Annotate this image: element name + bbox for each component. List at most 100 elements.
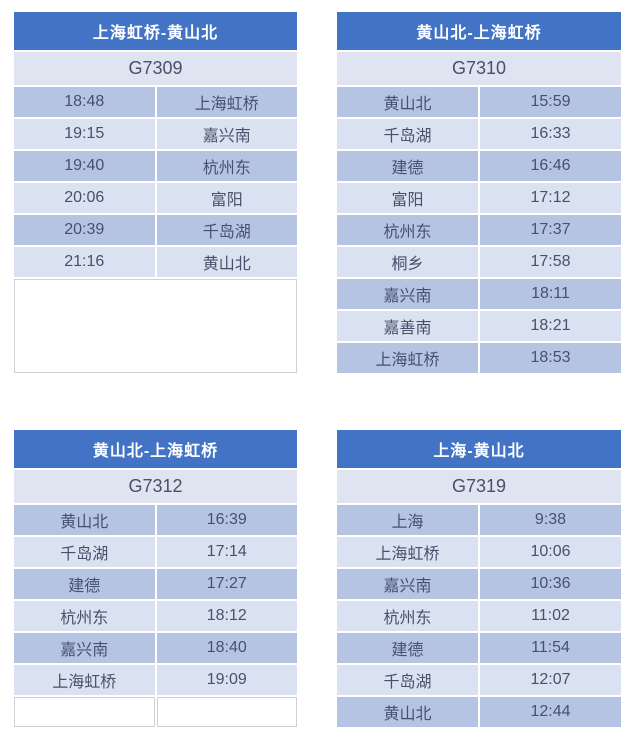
time-cell: 18:48 bbox=[14, 87, 155, 117]
time-cell: 18:53 bbox=[480, 343, 621, 373]
table-row: 建德 11:54 bbox=[337, 633, 621, 663]
route-header: 黄山北-上海虹桥 bbox=[14, 430, 297, 468]
station-cell: 黄山北 bbox=[337, 697, 478, 727]
schedule-rows: 黄山北 15:59 千岛湖 16:33 建德 16:46 富阳 17:12 杭州东 17:37 桐乡… bbox=[337, 87, 621, 373]
table-row: 嘉善南 18:21 bbox=[337, 311, 621, 341]
table-row: 杭州东 18:12 bbox=[14, 601, 297, 631]
schedule-rows: 黄山北 16:39 千岛湖 17:14 建德 17:27 杭州东 18:12 嘉兴南 18:40 上… bbox=[14, 505, 297, 727]
time-cell: 18:12 bbox=[156, 601, 297, 631]
station-cell: 上海虹桥 bbox=[337, 343, 478, 373]
table-row: 21:16 黄山北 bbox=[14, 247, 297, 277]
table-row: 嘉兴南 18:11 bbox=[337, 279, 621, 309]
station-cell: 杭州东 bbox=[337, 215, 478, 245]
table-row: 19:15 嘉兴南 bbox=[14, 119, 297, 149]
table-row: 黄山北 16:39 bbox=[14, 505, 297, 535]
time-cell: 10:36 bbox=[480, 569, 621, 599]
station-cell: 千岛湖 bbox=[337, 665, 478, 695]
empty-table-row bbox=[14, 697, 297, 727]
train-number: G7319 bbox=[337, 470, 621, 503]
station-cell: 黄山北 bbox=[337, 87, 478, 117]
empty-extension-cell bbox=[14, 279, 297, 373]
time-cell: 20:06 bbox=[14, 183, 155, 213]
station-cell: 上海虹桥 bbox=[337, 537, 478, 567]
table-row: 千岛湖 17:14 bbox=[14, 537, 297, 567]
station-cell: 富阳 bbox=[156, 183, 297, 213]
table-row: 黄山北 12:44 bbox=[337, 697, 621, 727]
station-cell: 富阳 bbox=[337, 183, 478, 213]
table-row: 杭州东 11:02 bbox=[337, 601, 621, 631]
table-row: 千岛湖 16:33 bbox=[337, 119, 621, 149]
table-row: 富阳 17:12 bbox=[337, 183, 621, 213]
table-row: 18:48 上海虹桥 bbox=[14, 87, 297, 117]
time-cell: 10:06 bbox=[480, 537, 621, 567]
table-row: 19:40 杭州东 bbox=[14, 151, 297, 181]
time-cell: 17:58 bbox=[480, 247, 621, 277]
train-table-bottom-right: 上海-黄山北 G7319 上海 9:38 上海虹桥 10:06 嘉兴南 10:36 杭州东 1… bbox=[337, 430, 621, 727]
route-header: 上海-黄山北 bbox=[337, 430, 621, 468]
station-cell: 上海虹桥 bbox=[14, 665, 155, 695]
table-row: 上海虹桥 18:53 bbox=[337, 343, 621, 373]
time-cell: 17:27 bbox=[156, 569, 297, 599]
train-table-bottom-left: 黄山北-上海虹桥 G7312 黄山北 16:39 千岛湖 17:14 建德 17:27 杭州… bbox=[14, 430, 297, 727]
time-cell: 11:02 bbox=[480, 601, 621, 631]
table-row: 杭州东 17:37 bbox=[337, 215, 621, 245]
train-table-top-left: 上海虹桥-黄山北 G7309 18:48 上海虹桥 19:15 嘉兴南 19:40 杭州东… bbox=[14, 12, 297, 373]
station-cell bbox=[14, 697, 155, 727]
time-cell: 9:38 bbox=[480, 505, 621, 535]
station-cell: 嘉善南 bbox=[337, 311, 478, 341]
table-row: 黄山北 15:59 bbox=[337, 87, 621, 117]
table-row: 千岛湖 12:07 bbox=[337, 665, 621, 695]
station-cell: 建德 bbox=[14, 569, 155, 599]
time-cell: 16:39 bbox=[156, 505, 297, 535]
route-header: 上海虹桥-黄山北 bbox=[14, 12, 297, 50]
station-cell: 嘉兴南 bbox=[337, 279, 478, 309]
station-cell: 上海虹桥 bbox=[156, 87, 297, 117]
time-cell: 19:09 bbox=[156, 665, 297, 695]
schedule-rows: 18:48 上海虹桥 19:15 嘉兴南 19:40 杭州东 20:06 富阳 20:39 千岛湖… bbox=[14, 87, 297, 277]
time-cell: 19:40 bbox=[14, 151, 155, 181]
station-cell: 上海 bbox=[337, 505, 478, 535]
table-row: 20:06 富阳 bbox=[14, 183, 297, 213]
tables-grid: 上海虹桥-黄山北 G7309 18:48 上海虹桥 19:15 嘉兴南 19:40 杭州东… bbox=[14, 12, 641, 727]
station-cell: 嘉兴南 bbox=[337, 569, 478, 599]
train-number: G7312 bbox=[14, 470, 297, 503]
table-row: 上海虹桥 10:06 bbox=[337, 537, 621, 567]
table-row: 上海 9:38 bbox=[337, 505, 621, 535]
time-cell: 17:12 bbox=[480, 183, 621, 213]
station-cell: 嘉兴南 bbox=[156, 119, 297, 149]
time-cell: 17:37 bbox=[480, 215, 621, 245]
time-cell: 19:15 bbox=[14, 119, 155, 149]
table-row: 嘉兴南 10:36 bbox=[337, 569, 621, 599]
station-cell: 杭州东 bbox=[14, 601, 155, 631]
time-cell: 18:11 bbox=[480, 279, 621, 309]
time-cell: 17:14 bbox=[156, 537, 297, 567]
table-row: 20:39 千岛湖 bbox=[14, 215, 297, 245]
station-cell: 千岛湖 bbox=[156, 215, 297, 245]
table-row: 上海虹桥 19:09 bbox=[14, 665, 297, 695]
time-cell: 20:39 bbox=[14, 215, 155, 245]
time-cell bbox=[156, 697, 297, 727]
station-cell: 黄山北 bbox=[156, 247, 297, 277]
train-number: G7309 bbox=[14, 52, 297, 85]
table-row: 建德 17:27 bbox=[14, 569, 297, 599]
time-cell: 18:40 bbox=[156, 633, 297, 663]
time-cell: 16:46 bbox=[480, 151, 621, 181]
station-cell: 建德 bbox=[337, 151, 478, 181]
time-cell: 18:21 bbox=[480, 311, 621, 341]
station-cell: 杭州东 bbox=[337, 601, 478, 631]
station-cell: 千岛湖 bbox=[337, 119, 478, 149]
train-number: G7310 bbox=[337, 52, 621, 85]
route-header: 黄山北-上海虹桥 bbox=[337, 12, 621, 50]
station-cell: 杭州东 bbox=[156, 151, 297, 181]
table-row: 桐乡 17:58 bbox=[337, 247, 621, 277]
station-cell: 黄山北 bbox=[14, 505, 155, 535]
station-cell: 桐乡 bbox=[337, 247, 478, 277]
table-row: 建德 16:46 bbox=[337, 151, 621, 181]
schedule-rows: 上海 9:38 上海虹桥 10:06 嘉兴南 10:36 杭州东 11:02 建德 11:54 千岛… bbox=[337, 505, 621, 727]
time-cell: 21:16 bbox=[14, 247, 155, 277]
time-cell: 12:07 bbox=[480, 665, 621, 695]
time-cell: 12:44 bbox=[480, 697, 621, 727]
station-cell: 千岛湖 bbox=[14, 537, 155, 567]
table-row: 嘉兴南 18:40 bbox=[14, 633, 297, 663]
